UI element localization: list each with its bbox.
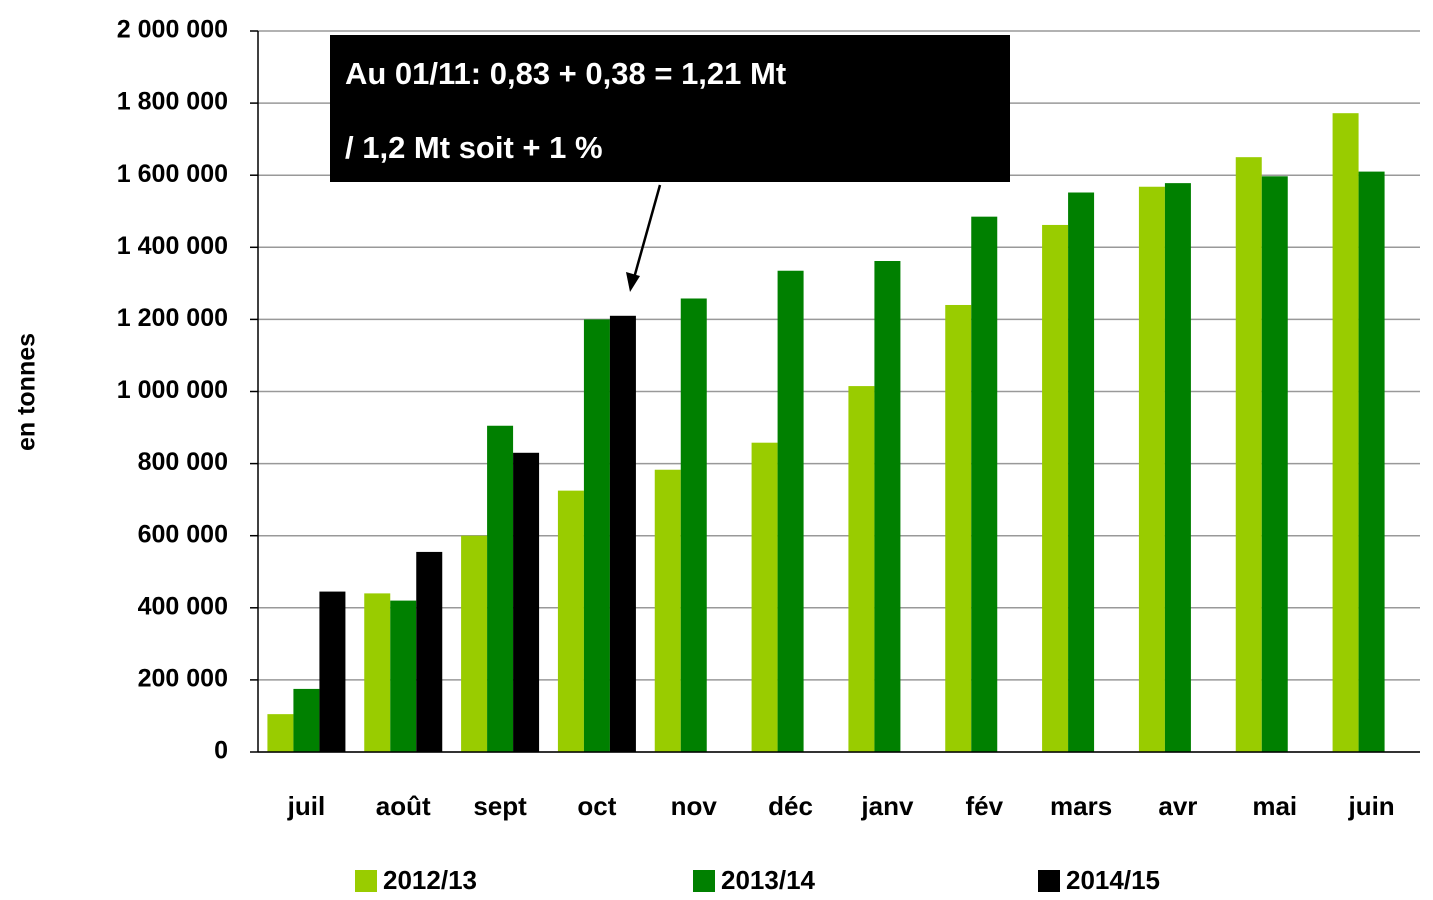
x-tick-label: nov bbox=[671, 791, 718, 821]
y-tick-label: 1 000 000 bbox=[117, 376, 228, 404]
bar bbox=[874, 260, 901, 752]
bar bbox=[583, 319, 610, 752]
y-tick-label: 200 000 bbox=[138, 665, 228, 693]
x-tick-label: fév bbox=[965, 791, 1003, 821]
annotation-box bbox=[330, 35, 1010, 182]
legend-swatch bbox=[693, 870, 715, 892]
legend-label: 2014/15 bbox=[1066, 865, 1160, 895]
x-tick-label: avr bbox=[1158, 791, 1197, 821]
legend-label: 2012/13 bbox=[383, 865, 477, 895]
x-tick-label: janv bbox=[860, 791, 914, 821]
y-tick-label: 800 000 bbox=[138, 448, 228, 476]
bar bbox=[1332, 113, 1359, 753]
bar bbox=[557, 490, 584, 752]
bar bbox=[390, 600, 417, 752]
y-tick-label: 400 000 bbox=[138, 592, 228, 620]
x-tick-label: juil bbox=[287, 791, 326, 821]
bar bbox=[461, 535, 488, 752]
bar bbox=[293, 688, 320, 752]
x-tick-label: déc bbox=[768, 791, 813, 821]
bar bbox=[751, 442, 778, 752]
y-tick-label: 2 000 000 bbox=[117, 16, 228, 44]
x-tick-label: août bbox=[376, 791, 431, 821]
bar bbox=[1138, 186, 1165, 753]
y-axis-label: en tonnes bbox=[13, 333, 41, 451]
annotation-arrow bbox=[632, 184, 662, 279]
bar bbox=[1164, 183, 1191, 753]
x-tick-label: juin bbox=[1347, 791, 1394, 821]
y-tick-label: 600 000 bbox=[138, 520, 228, 548]
x-tick-label: mai bbox=[1252, 791, 1297, 821]
bar bbox=[364, 593, 391, 752]
annotation-text: Au 01/11: 0,83 + 0,38 = 1,21 Mt bbox=[345, 56, 786, 91]
bar bbox=[1042, 224, 1069, 753]
x-tick-label: oct bbox=[577, 791, 616, 821]
bar bbox=[971, 216, 998, 753]
bar bbox=[848, 386, 875, 752]
y-tick-label: 1 400 000 bbox=[117, 232, 228, 260]
y-tick-label: 0 bbox=[214, 737, 228, 765]
bar bbox=[609, 315, 636, 752]
x-tick-label: mars bbox=[1050, 791, 1112, 821]
legend-swatch bbox=[1038, 870, 1060, 892]
bar bbox=[416, 551, 443, 752]
legend-swatch bbox=[355, 870, 377, 892]
bar bbox=[777, 270, 804, 752]
bar bbox=[319, 591, 346, 752]
bar bbox=[1358, 171, 1385, 753]
y-tick-label: 1 200 000 bbox=[117, 304, 228, 332]
x-tick-label: sept bbox=[473, 791, 527, 821]
y-tick-label: 1 600 000 bbox=[117, 160, 228, 188]
bar bbox=[945, 304, 972, 752]
bar bbox=[680, 298, 707, 752]
y-tick-label: 1 800 000 bbox=[117, 88, 228, 116]
annotation-text: / 1,2 Mt soit + 1 % bbox=[345, 130, 603, 165]
legend-label: 2013/14 bbox=[721, 865, 816, 895]
bar bbox=[513, 452, 540, 752]
arrow-head bbox=[626, 272, 640, 292]
bar bbox=[1068, 192, 1095, 752]
bar bbox=[654, 469, 681, 752]
bar bbox=[1235, 157, 1262, 753]
bar bbox=[487, 425, 514, 752]
bar bbox=[1261, 176, 1288, 752]
bar bbox=[267, 714, 294, 752]
